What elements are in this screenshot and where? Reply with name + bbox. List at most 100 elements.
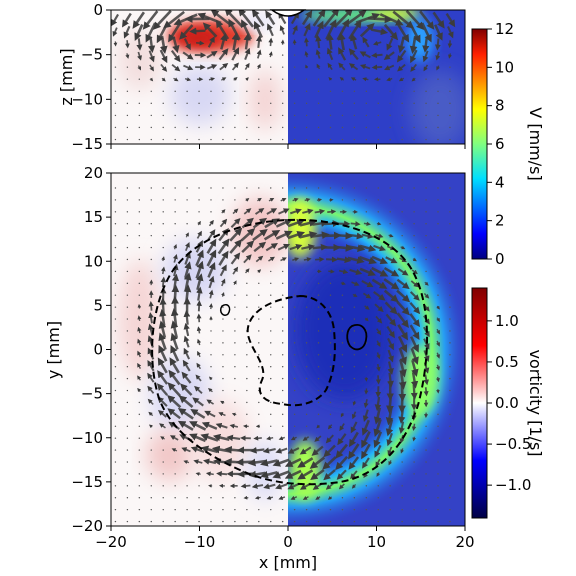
quiver-arrow [309, 456, 326, 469]
quiver-dot [270, 425, 272, 427]
quiver-arrow [371, 52, 383, 59]
quiver-arrow [125, 53, 130, 59]
quiver-dot [138, 413, 141, 416]
quiver-dot [413, 234, 415, 237]
quiver-arrow [423, 374, 430, 386]
quiver-arrow [304, 37, 310, 47]
quiver-dot [138, 138, 141, 141]
quiver-dot [114, 330, 117, 332]
quiver-dot [293, 520, 296, 523]
quiver-dot [377, 508, 379, 511]
quiver-arrow [376, 363, 381, 372]
quiver-dot [138, 78, 141, 80]
quiver-arrow [132, 11, 145, 29]
quiver-arrow [184, 261, 192, 279]
quiver-arrow [160, 436, 165, 440]
quiver-dot [246, 282, 248, 285]
quiver-arrow [112, 27, 118, 37]
quiver-dot [425, 508, 427, 511]
quiver-dot [329, 520, 332, 523]
quiver-dot [437, 126, 439, 129]
quiver-arrow [171, 63, 181, 72]
quiver-dot [341, 90, 344, 92]
quiver-dot [449, 126, 451, 129]
quiver-dot [258, 126, 260, 129]
quiver-dot [258, 78, 260, 80]
quiver-dot [126, 461, 129, 463]
quiver-dot [293, 401, 296, 404]
quiver-dot [365, 497, 368, 499]
quiver-arrow [397, 63, 406, 72]
quiver-dot [246, 377, 248, 380]
quiver-dot [413, 126, 415, 129]
quiver-dot [437, 102, 439, 105]
quiver-arrow [280, 257, 287, 262]
quiver-arrow [436, 340, 440, 347]
colorbar-tick-label: 1.0 [495, 312, 519, 330]
quiver-arrow [206, 399, 214, 405]
quiver-dot [138, 485, 141, 487]
quiver-dot [281, 330, 284, 332]
quiver-arrow [299, 446, 312, 455]
top-view-xlabel: x [mm] [259, 553, 317, 572]
quiver-arrow [256, 49, 262, 59]
quiver-dot [329, 90, 332, 92]
quiver-dot [365, 508, 368, 511]
quiver-arrow [323, 10, 340, 28]
quiver-dot [377, 520, 379, 523]
quiver-dot [186, 485, 188, 487]
quiver-arrow [169, 435, 179, 441]
quiver-dot [222, 126, 224, 129]
quiver-arrow [148, 312, 154, 324]
quiver-dot [449, 114, 451, 117]
quiver-arrow [362, 36, 370, 48]
quiver-arrow [266, 495, 274, 500]
quiver-dot [114, 318, 117, 320]
quiver-dot [377, 199, 379, 201]
quiver-dot [449, 401, 451, 404]
quiver-arrow [387, 361, 394, 376]
quiver-dot [305, 389, 308, 392]
outer-contour [151, 218, 428, 486]
quiver-dot [329, 354, 332, 356]
quiver-arrow [183, 64, 194, 71]
quiver-dot [114, 211, 117, 213]
quiver-arrow [338, 269, 349, 275]
quiver-arrow [310, 469, 325, 481]
quiver-dot [281, 90, 284, 92]
quiver-dot [186, 114, 188, 117]
quiver-arrow [289, 208, 302, 215]
quiver-dot [210, 342, 212, 344]
quiver-arrow [220, 278, 226, 287]
quiver-dot [222, 366, 224, 368]
quiver-dot [389, 520, 391, 523]
quiver-arrow [230, 218, 241, 228]
quiver-dot [186, 223, 188, 225]
quiver-dot [341, 366, 344, 368]
quiver-dot [281, 138, 284, 141]
quiver-arrow [182, 359, 191, 372]
quiver-dot [293, 54, 296, 56]
quiver-dot [114, 306, 117, 308]
quiver-dot [270, 282, 272, 285]
quiver-dot [258, 401, 260, 404]
quiver-dot [174, 102, 176, 105]
x-tick-label: −10 [184, 533, 216, 551]
quiver-dot [305, 425, 308, 427]
quiver-arrow [148, 301, 154, 311]
quiver-dot [246, 294, 248, 296]
quiver-arrow [195, 260, 204, 279]
quiver-dot [150, 461, 152, 463]
quiver-arrow [287, 447, 300, 454]
quiver-dot [437, 508, 439, 511]
quiver-arrow [352, 293, 358, 297]
quiver-dot [425, 138, 427, 141]
quiver-arrow [171, 284, 180, 303]
quiver-arrow [289, 243, 303, 251]
quiver-dot [437, 449, 439, 451]
quiver-arrow [280, 197, 287, 202]
quiver-arrow [387, 446, 393, 456]
quiver-dot [449, 223, 451, 225]
quiver-dot [401, 199, 403, 201]
quiver-dot [305, 114, 308, 117]
